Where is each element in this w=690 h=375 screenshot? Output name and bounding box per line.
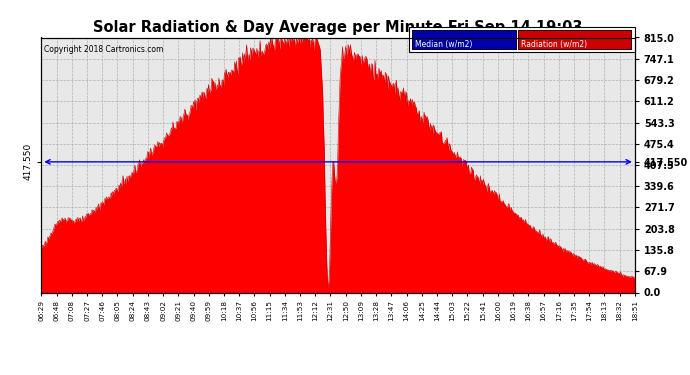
Text: Radiation (w/m2): Radiation (w/m2) xyxy=(521,39,587,48)
Text: Copyright 2018 Cartronics.com: Copyright 2018 Cartronics.com xyxy=(44,45,164,54)
FancyBboxPatch shape xyxy=(518,30,631,49)
Text: Median (w/m2): Median (w/m2) xyxy=(415,39,473,48)
FancyBboxPatch shape xyxy=(409,27,635,51)
FancyBboxPatch shape xyxy=(413,30,516,49)
Title: Solar Radiation & Day Average per Minute Fri Sep 14 19:03: Solar Radiation & Day Average per Minute… xyxy=(93,20,583,35)
